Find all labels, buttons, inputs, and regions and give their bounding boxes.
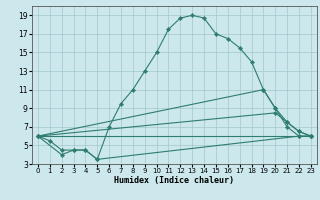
X-axis label: Humidex (Indice chaleur): Humidex (Indice chaleur)	[115, 176, 234, 185]
